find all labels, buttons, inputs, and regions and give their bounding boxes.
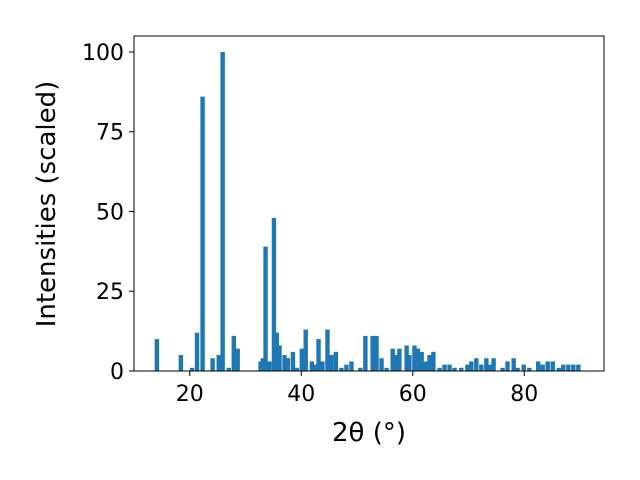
bar bbox=[189, 367, 195, 371]
bar bbox=[320, 361, 325, 371]
bar bbox=[290, 351, 296, 371]
bar bbox=[374, 335, 379, 371]
bar bbox=[452, 367, 457, 371]
bar bbox=[431, 351, 436, 371]
bar bbox=[194, 332, 200, 371]
bar bbox=[540, 364, 545, 371]
bar bbox=[576, 364, 581, 371]
bar bbox=[571, 364, 576, 371]
bar bbox=[397, 348, 402, 371]
bar bbox=[312, 364, 317, 371]
bar bbox=[329, 355, 334, 371]
bar bbox=[309, 361, 315, 371]
bar bbox=[404, 345, 409, 371]
bar bbox=[556, 367, 562, 371]
bar bbox=[294, 367, 299, 371]
bar bbox=[349, 361, 354, 371]
bar bbox=[231, 335, 236, 371]
bar bbox=[333, 351, 339, 371]
bar bbox=[469, 361, 474, 371]
y-axis-label: Intensities (scaled) bbox=[32, 81, 62, 328]
bar bbox=[344, 364, 349, 371]
bar bbox=[363, 335, 368, 371]
bar bbox=[465, 364, 470, 371]
bar bbox=[484, 358, 489, 371]
bar bbox=[427, 355, 432, 371]
x-axis-label: 2θ (°) bbox=[332, 418, 406, 448]
bar bbox=[358, 367, 363, 371]
bar bbox=[536, 361, 541, 371]
bar bbox=[511, 358, 516, 371]
bar bbox=[459, 367, 464, 371]
bar bbox=[216, 355, 221, 371]
bar bbox=[521, 364, 526, 371]
bar bbox=[423, 361, 428, 371]
bar bbox=[271, 217, 277, 371]
bar bbox=[442, 364, 447, 371]
bar bbox=[274, 332, 279, 371]
bar bbox=[325, 329, 330, 371]
bar bbox=[479, 364, 484, 371]
bar bbox=[277, 345, 282, 371]
bar bbox=[390, 348, 395, 371]
x-tick-label: 20 bbox=[176, 382, 204, 407]
bar bbox=[437, 367, 442, 371]
bar bbox=[515, 367, 520, 371]
bar bbox=[339, 367, 344, 371]
bar bbox=[267, 361, 272, 371]
y-tick-label: 100 bbox=[82, 41, 124, 66]
bar bbox=[393, 355, 398, 371]
bar bbox=[303, 329, 308, 371]
bar bbox=[285, 358, 291, 371]
bar bbox=[566, 364, 571, 371]
bar bbox=[474, 358, 479, 371]
bar bbox=[384, 367, 389, 371]
bar bbox=[226, 367, 231, 371]
bar bbox=[500, 367, 505, 371]
bar bbox=[527, 367, 532, 371]
bar bbox=[545, 361, 550, 371]
bar bbox=[379, 358, 384, 371]
y-tick-label: 50 bbox=[96, 200, 124, 225]
bar bbox=[235, 348, 240, 371]
bar bbox=[260, 358, 265, 371]
bar bbox=[487, 364, 492, 371]
bar bbox=[561, 364, 566, 371]
bar bbox=[550, 361, 555, 371]
y-tick-label: 0 bbox=[110, 360, 124, 385]
bar bbox=[370, 335, 375, 371]
x-tick-label: 40 bbox=[287, 382, 315, 407]
bar bbox=[316, 339, 321, 371]
bar bbox=[258, 361, 263, 371]
bar bbox=[415, 348, 420, 371]
bar bbox=[220, 51, 225, 371]
bar bbox=[263, 246, 268, 371]
y-tick-label: 25 bbox=[96, 280, 124, 305]
bar bbox=[419, 351, 424, 371]
bar bbox=[178, 355, 184, 371]
bar bbox=[154, 339, 160, 371]
bar bbox=[447, 364, 452, 371]
x-tick-label: 80 bbox=[510, 382, 538, 407]
x-tick-label: 60 bbox=[399, 382, 427, 407]
y-tick-label: 75 bbox=[96, 121, 124, 146]
bar bbox=[210, 358, 215, 371]
bar bbox=[505, 361, 510, 371]
plot-frame bbox=[133, 35, 605, 372]
bar bbox=[491, 358, 496, 371]
bar bbox=[407, 355, 412, 371]
bar bbox=[412, 345, 417, 371]
bar bbox=[299, 348, 305, 371]
bar bbox=[282, 355, 287, 371]
bar bbox=[200, 96, 205, 371]
